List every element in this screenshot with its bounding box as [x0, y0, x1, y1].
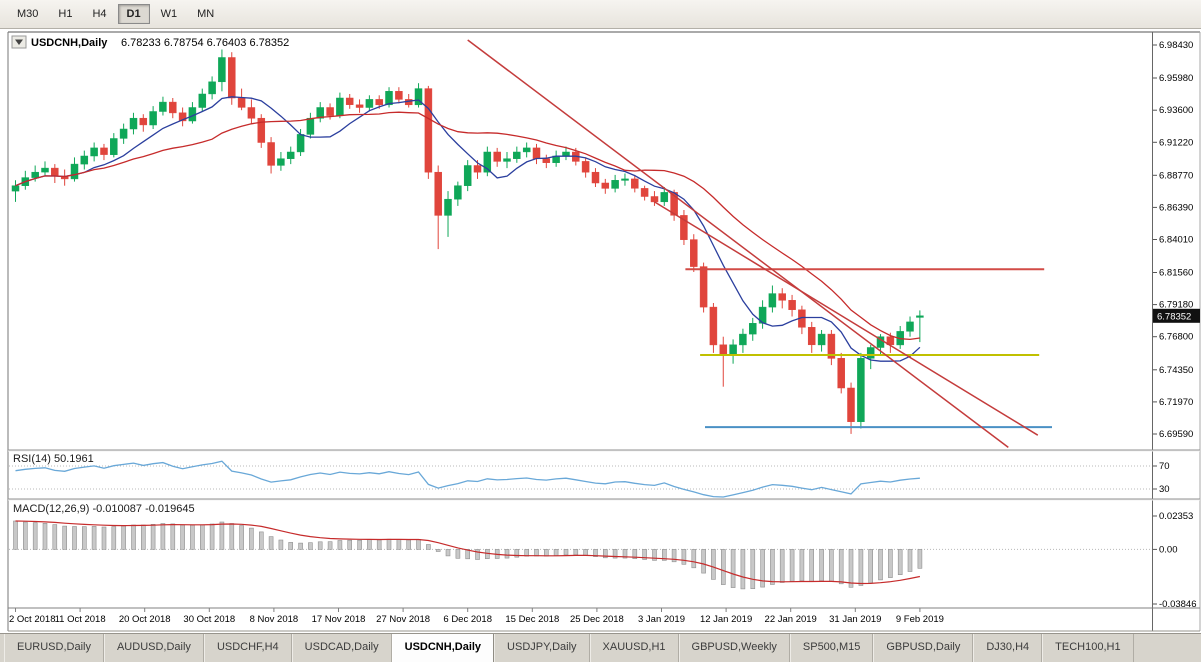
ma-fast-line [15, 96, 921, 362]
macd-histogram [13, 520, 923, 590]
chart-tab-gbpusd-weekly[interactable]: GBPUSD,Weekly [678, 634, 790, 662]
descending-trendline-2[interactable] [654, 201, 1039, 436]
macd-signal-line [15, 520, 921, 585]
chart-tab-tech100-h1[interactable]: TECH100,H1 [1042, 634, 1134, 662]
chart-tab-usdchf-h4[interactable]: USDCHF,H4 [203, 634, 292, 662]
date-tick-label: 3 Jan 2019 [638, 614, 685, 625]
chevron-down-icon [15, 39, 23, 45]
macd-scale-label: -0.03846 [1159, 599, 1197, 610]
date-tick-label: 27 Nov 2018 [376, 614, 430, 625]
date-tick-label: 15 Dec 2018 [505, 614, 559, 625]
chart-tab-usdjpy-daily[interactable]: USDJPY,Daily [494, 634, 590, 662]
price-scale[interactable]: 6.98430 6.95980 6.93600 6.91220 6.88770 6.863… [1153, 40, 1193, 440]
date-tick-label: 25 Dec 2018 [570, 614, 624, 625]
macd-panel: 0.02353 0.00 -0.03846 MACD(12,26,9) -0.0100… [8, 498, 1200, 610]
chart-frame [7, 31, 1201, 631]
rsi-line [15, 460, 920, 498]
current-price-badge: 6.78352 [1153, 308, 1200, 323]
timeframe-button-m30[interactable]: M30 [17, 8, 39, 20]
date-tick-label: 31 Jan 2019 [829, 614, 881, 625]
date-tick-label: 11 Oct 2018 [55, 614, 106, 625]
price-tick-label: 6.76800 [1159, 332, 1193, 343]
date-tick-label: 30 Oct 2018 [183, 614, 235, 625]
chart-title-ohlc: 6.78233 6.78754 6.76403 6.78352 [121, 37, 289, 49]
current-price-label: 6.78352 [1157, 311, 1191, 322]
chart-tab-usdcnh-daily[interactable]: USDCNH,Daily [391, 634, 495, 662]
date-tick-label: 2 Oct 2018 [9, 614, 55, 625]
descending-trendline-1[interactable] [467, 39, 1009, 448]
date-tick-label: 12 Jan 2019 [700, 614, 752, 625]
rsi-panel: 70 30 RSI(14) 50.1961 [8, 449, 1200, 495]
date-tick-label: 17 Nov 2018 [312, 614, 366, 625]
date-tick-label: 9 Feb 2019 [896, 614, 944, 625]
timeframe-button-h4[interactable]: H4 [92, 8, 107, 20]
rsi-level-label: 70 [1159, 461, 1170, 472]
price-tick-label: 6.86390 [1159, 202, 1193, 213]
price-tick-label: 6.98430 [1159, 40, 1193, 51]
chart-tab-gbpusd-daily[interactable]: GBPUSD,Daily [873, 634, 974, 662]
price-tick-label: 6.88770 [1159, 170, 1193, 181]
price-tick-label: 6.95980 [1159, 73, 1193, 84]
timeframe-button-mn[interactable]: MN [197, 8, 215, 20]
chart-window: 6.98430 6.95980 6.93600 6.91220 6.88770 6.863… [0, 29, 1201, 633]
timeframe-button-h1[interactable]: H1 [58, 8, 73, 20]
date-tick-label: 6 Dec 2018 [443, 614, 492, 625]
timeframe-button-w1[interactable]: W1 [160, 8, 178, 20]
chart-tab-dj30-h4[interactable]: DJ30,H4 [973, 634, 1043, 662]
rsi-label: RSI(14) 50.1961 [13, 453, 94, 465]
chart-tab-xauusd-h1[interactable]: XAUUSD,H1 [589, 634, 679, 662]
price-tick-label: 6.81560 [1159, 268, 1193, 279]
date-tick-label: 20 Oct 2018 [119, 614, 171, 625]
ma-slow-line [15, 111, 920, 341]
price-tick-label: 6.93600 [1159, 105, 1193, 116]
symbol-tab-bar: EURUSD,Daily AUDUSD,Daily USDCHF,H4 USDCAD,… [0, 633, 1201, 662]
chart-tab-audusd-daily[interactable]: AUDUSD,Daily [103, 634, 204, 662]
chart-tab-sp500-m15[interactable]: SP500,M15 [789, 634, 874, 662]
chart-canvas[interactable]: 6.98430 6.95980 6.93600 6.91220 6.88770 6.863… [0, 29, 1201, 633]
price-tick-label: 6.91220 [1159, 137, 1193, 148]
date-tick-label: 22 Jan 2019 [765, 614, 817, 625]
macd-scale-label: 0.00 [1159, 544, 1178, 555]
chart-tab-usdcad-daily[interactable]: USDCAD,Daily [291, 634, 392, 662]
price-tick-label: 6.74350 [1159, 365, 1193, 376]
price-tick-label: 6.69590 [1159, 429, 1193, 440]
chart-title: USDCNH,Daily 6.78233 6.78754 6.76403 6.78… [11, 35, 289, 49]
date-tick-label: 8 Nov 2018 [250, 614, 299, 625]
price-tick-label: 6.79180 [1159, 300, 1193, 311]
chart-title-symbol: USDCNH,Daily [31, 37, 108, 49]
rsi-level-label: 30 [1159, 484, 1170, 495]
macd-label: MACD(12,26,9) -0.010087 -0.019645 [13, 503, 195, 515]
candles-layer [11, 49, 924, 434]
time-axis[interactable]: 2 Oct 2018 11 Oct 2018 20 Oct 2018 30 Oct 2… [8, 607, 1200, 632]
price-tick-label: 6.71970 [1159, 397, 1193, 408]
timeframe-toolbar: M30 H1 H4 D1 W1 MN [0, 0, 1201, 29]
price-tick-label: 6.84010 [1159, 235, 1193, 246]
timeframe-button-d1[interactable]: D1 [117, 4, 150, 24]
macd-scale-label: 0.02353 [1159, 511, 1193, 522]
chart-tab-eurusd-daily[interactable]: EURUSD,Daily [4, 634, 104, 662]
